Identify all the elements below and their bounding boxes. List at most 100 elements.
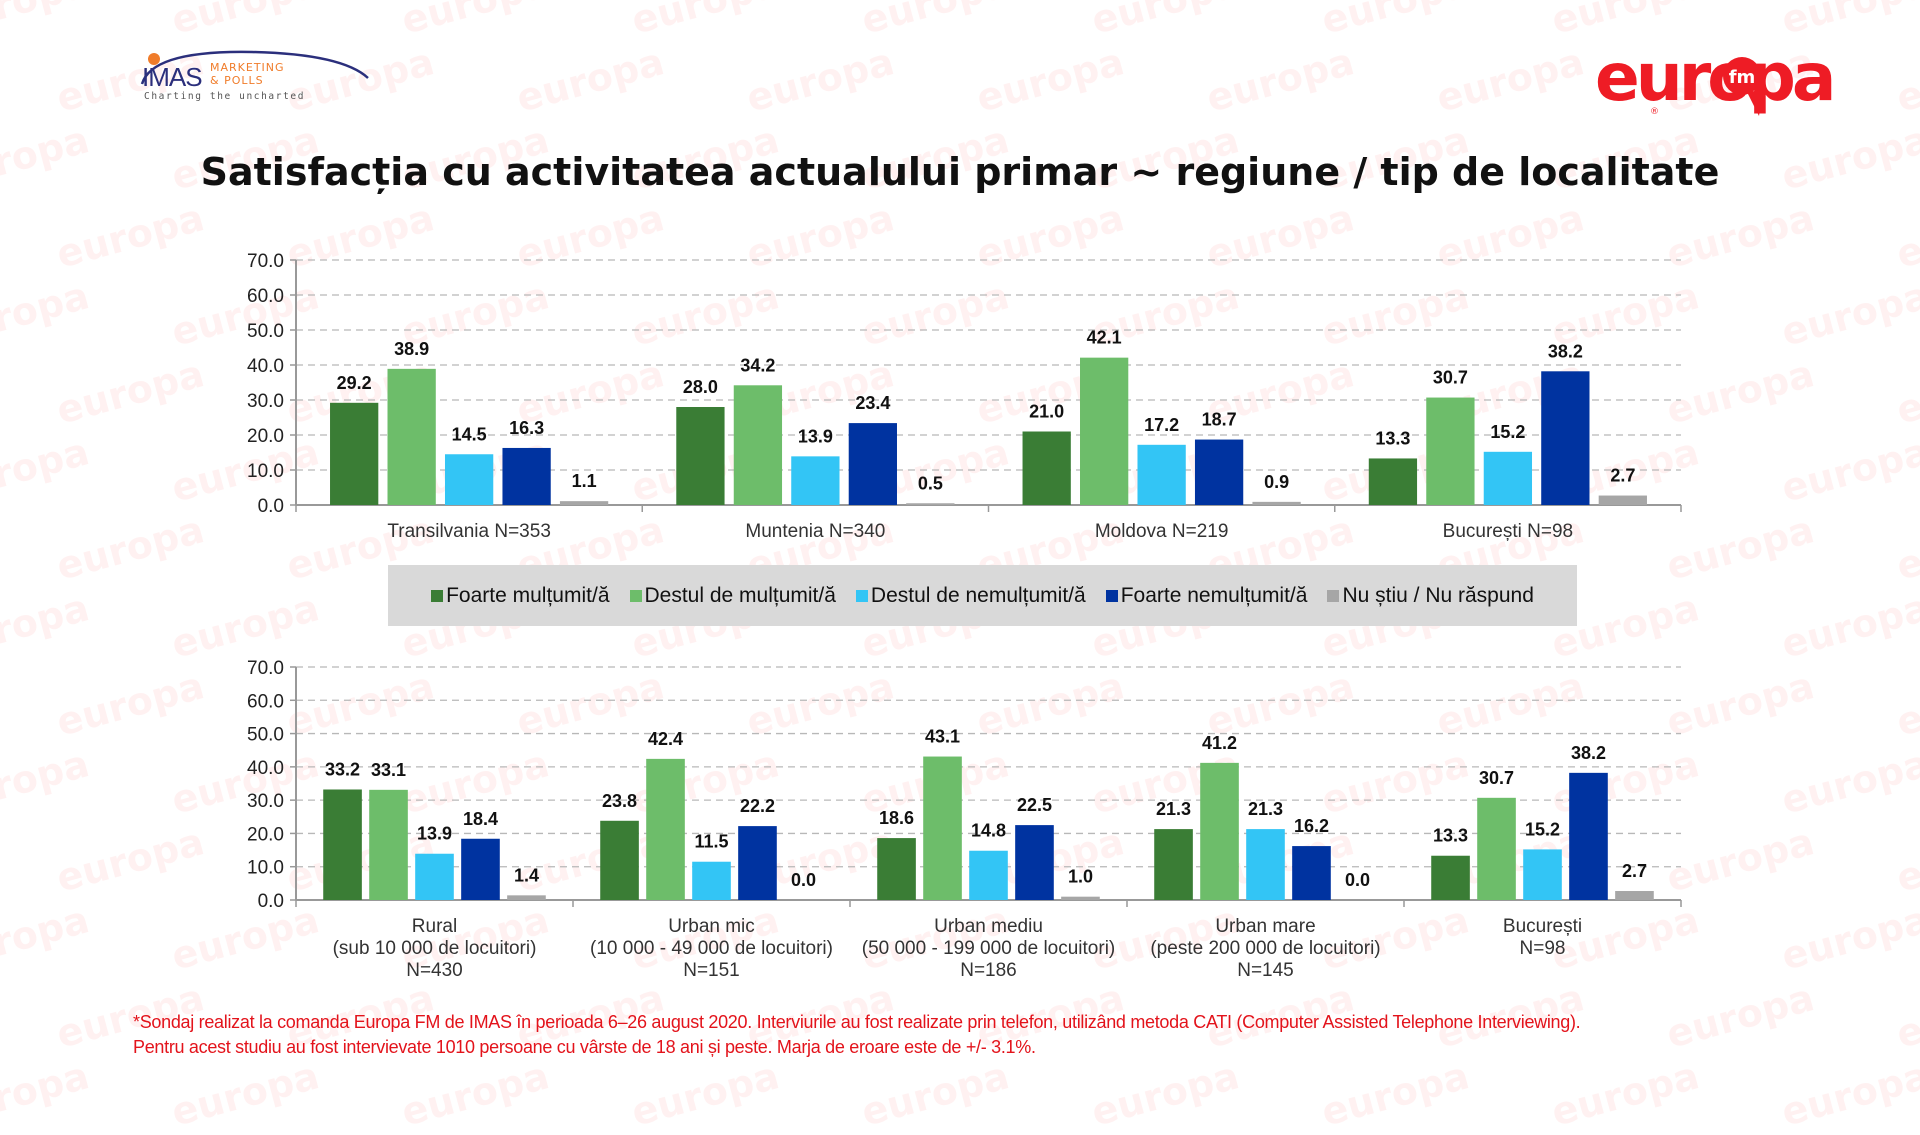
data-label: 28.0 — [683, 377, 718, 397]
y-tick-label: 0.0 — [258, 891, 284, 912]
bar — [330, 402, 379, 505]
bar — [502, 447, 551, 505]
bar — [877, 838, 916, 900]
fm-badge-text: fm — [1729, 67, 1756, 88]
data-label: 41.2 — [1202, 733, 1237, 753]
data-label: 0.0 — [1345, 870, 1370, 890]
bar — [461, 838, 500, 900]
bar — [559, 501, 609, 505]
bar — [1523, 849, 1562, 900]
x-category-label: București N=98 — [1443, 521, 1573, 542]
data-label: 18.4 — [463, 809, 498, 829]
x-category-label: Transilvania N=353 — [387, 521, 551, 542]
x-category-label: N=430 — [406, 960, 463, 981]
legend-swatch — [855, 589, 868, 602]
data-label: 18.7 — [1202, 410, 1237, 430]
data-label: 43.1 — [925, 727, 960, 747]
chart-legend: Foarte mulțumit/ă Destul de mulțumit/ă Des… — [388, 565, 1577, 626]
bar — [387, 368, 436, 505]
bar — [1200, 762, 1239, 900]
bar — [1368, 458, 1418, 505]
data-label: 42.4 — [648, 729, 683, 749]
x-category-label: Urban mic — [668, 916, 755, 937]
legend-swatch — [629, 589, 642, 602]
legend-item: Foarte mulțumit/ă — [431, 583, 610, 608]
data-label: 21.3 — [1248, 799, 1283, 819]
fm-badge-icon — [1723, 57, 1761, 95]
bar — [923, 756, 962, 900]
data-label: 22.5 — [1017, 795, 1052, 815]
registered-mark: ® — [1650, 107, 1659, 117]
bar — [1015, 825, 1054, 900]
legend-item: Nu știu / Nu răspund — [1327, 584, 1534, 608]
legend-swatch — [1327, 589, 1340, 602]
chart-title: Satisfacția cu activitatea actualului pr… — [200, 150, 1720, 194]
bar — [676, 407, 725, 505]
bar — [1061, 896, 1100, 900]
bar — [692, 861, 731, 900]
y-tick-label: 60.0 — [247, 691, 284, 712]
data-label: 23.8 — [602, 791, 637, 811]
bar — [1022, 431, 1071, 505]
bar — [848, 423, 897, 505]
legend-label: Foarte mulțumit/ă — [446, 583, 610, 607]
footnote: *Sondaj realizat la comanda Europa FM de… — [133, 1010, 1833, 1060]
bar — [1426, 397, 1475, 505]
x-category-label: (50 000 - 199 000 de locuitori) — [862, 938, 1116, 959]
data-label: 34.2 — [740, 355, 775, 375]
data-label: 21.3 — [1156, 799, 1191, 819]
bar — [1080, 357, 1129, 505]
bar — [1569, 772, 1608, 900]
x-category-label: Urban mediu — [934, 916, 1043, 937]
bar — [323, 789, 362, 900]
bar — [646, 758, 685, 900]
region-bar-chart: 0.0 10.0 20.0 30.0 40.0 50.0 60.0 70.0 29.2 38.9 1… — [247, 251, 1682, 542]
x-category-label: N=145 — [1237, 960, 1294, 981]
data-label: 42.1 — [1087, 328, 1122, 348]
x-category-label: N=151 — [683, 960, 740, 981]
bar — [1252, 501, 1301, 505]
legend-swatch — [431, 589, 444, 602]
data-label: 14.8 — [971, 821, 1006, 841]
data-label: 14.5 — [452, 424, 487, 444]
y-tick-label: 40.0 — [247, 356, 284, 377]
x-category-label: (peste 200 000 de locuitori) — [1150, 938, 1380, 959]
bar — [738, 826, 777, 900]
data-label: 13.9 — [417, 824, 452, 844]
bar — [369, 789, 408, 900]
legend-label: Foarte nemulțumit/ă — [1120, 583, 1308, 607]
data-label: 1.1 — [572, 471, 597, 491]
y-tick-label: 70.0 — [247, 658, 284, 679]
bar — [1598, 495, 1647, 505]
data-label: 18.6 — [879, 808, 914, 828]
y-tick-label: 30.0 — [247, 791, 284, 812]
data-label: 17.2 — [1144, 415, 1179, 435]
footnote-line-1: *Sondaj realizat la comanda Europa FM de… — [133, 1012, 1581, 1032]
data-label: 29.2 — [337, 373, 372, 393]
legend-label: Destul de nemulțumit/ă — [870, 583, 1086, 607]
x-category-label: Urban mare — [1215, 916, 1315, 937]
data-label: 2.7 — [1610, 466, 1635, 486]
legend-swatch — [1105, 589, 1118, 602]
bar — [1292, 846, 1331, 900]
bar — [507, 895, 546, 900]
bar — [600, 820, 639, 900]
bar — [1137, 444, 1186, 505]
imas-logo-main: IMAS — [142, 62, 202, 92]
x-category-label: N=186 — [960, 960, 1017, 981]
bar — [1154, 829, 1193, 900]
bar — [1246, 829, 1285, 900]
bar — [1615, 891, 1654, 900]
y-tick-label: 60.0 — [247, 286, 284, 307]
bar — [1194, 439, 1244, 505]
data-label: 21.0 — [1029, 402, 1064, 422]
x-category-label: (sub 10 000 de locuitori) — [333, 938, 537, 959]
imas-logo-line1: MARKETING — [210, 61, 285, 74]
europa-logo-text: europa — [1595, 40, 1832, 116]
x-category-label: Rural — [412, 916, 457, 937]
y-tick-label: 10.0 — [247, 461, 284, 482]
x-category-label: Muntenia N=340 — [745, 521, 885, 542]
bar — [1541, 371, 1590, 505]
imas-logo-line2: & POLLS — [210, 74, 264, 87]
y-tick-label: 50.0 — [247, 725, 284, 746]
